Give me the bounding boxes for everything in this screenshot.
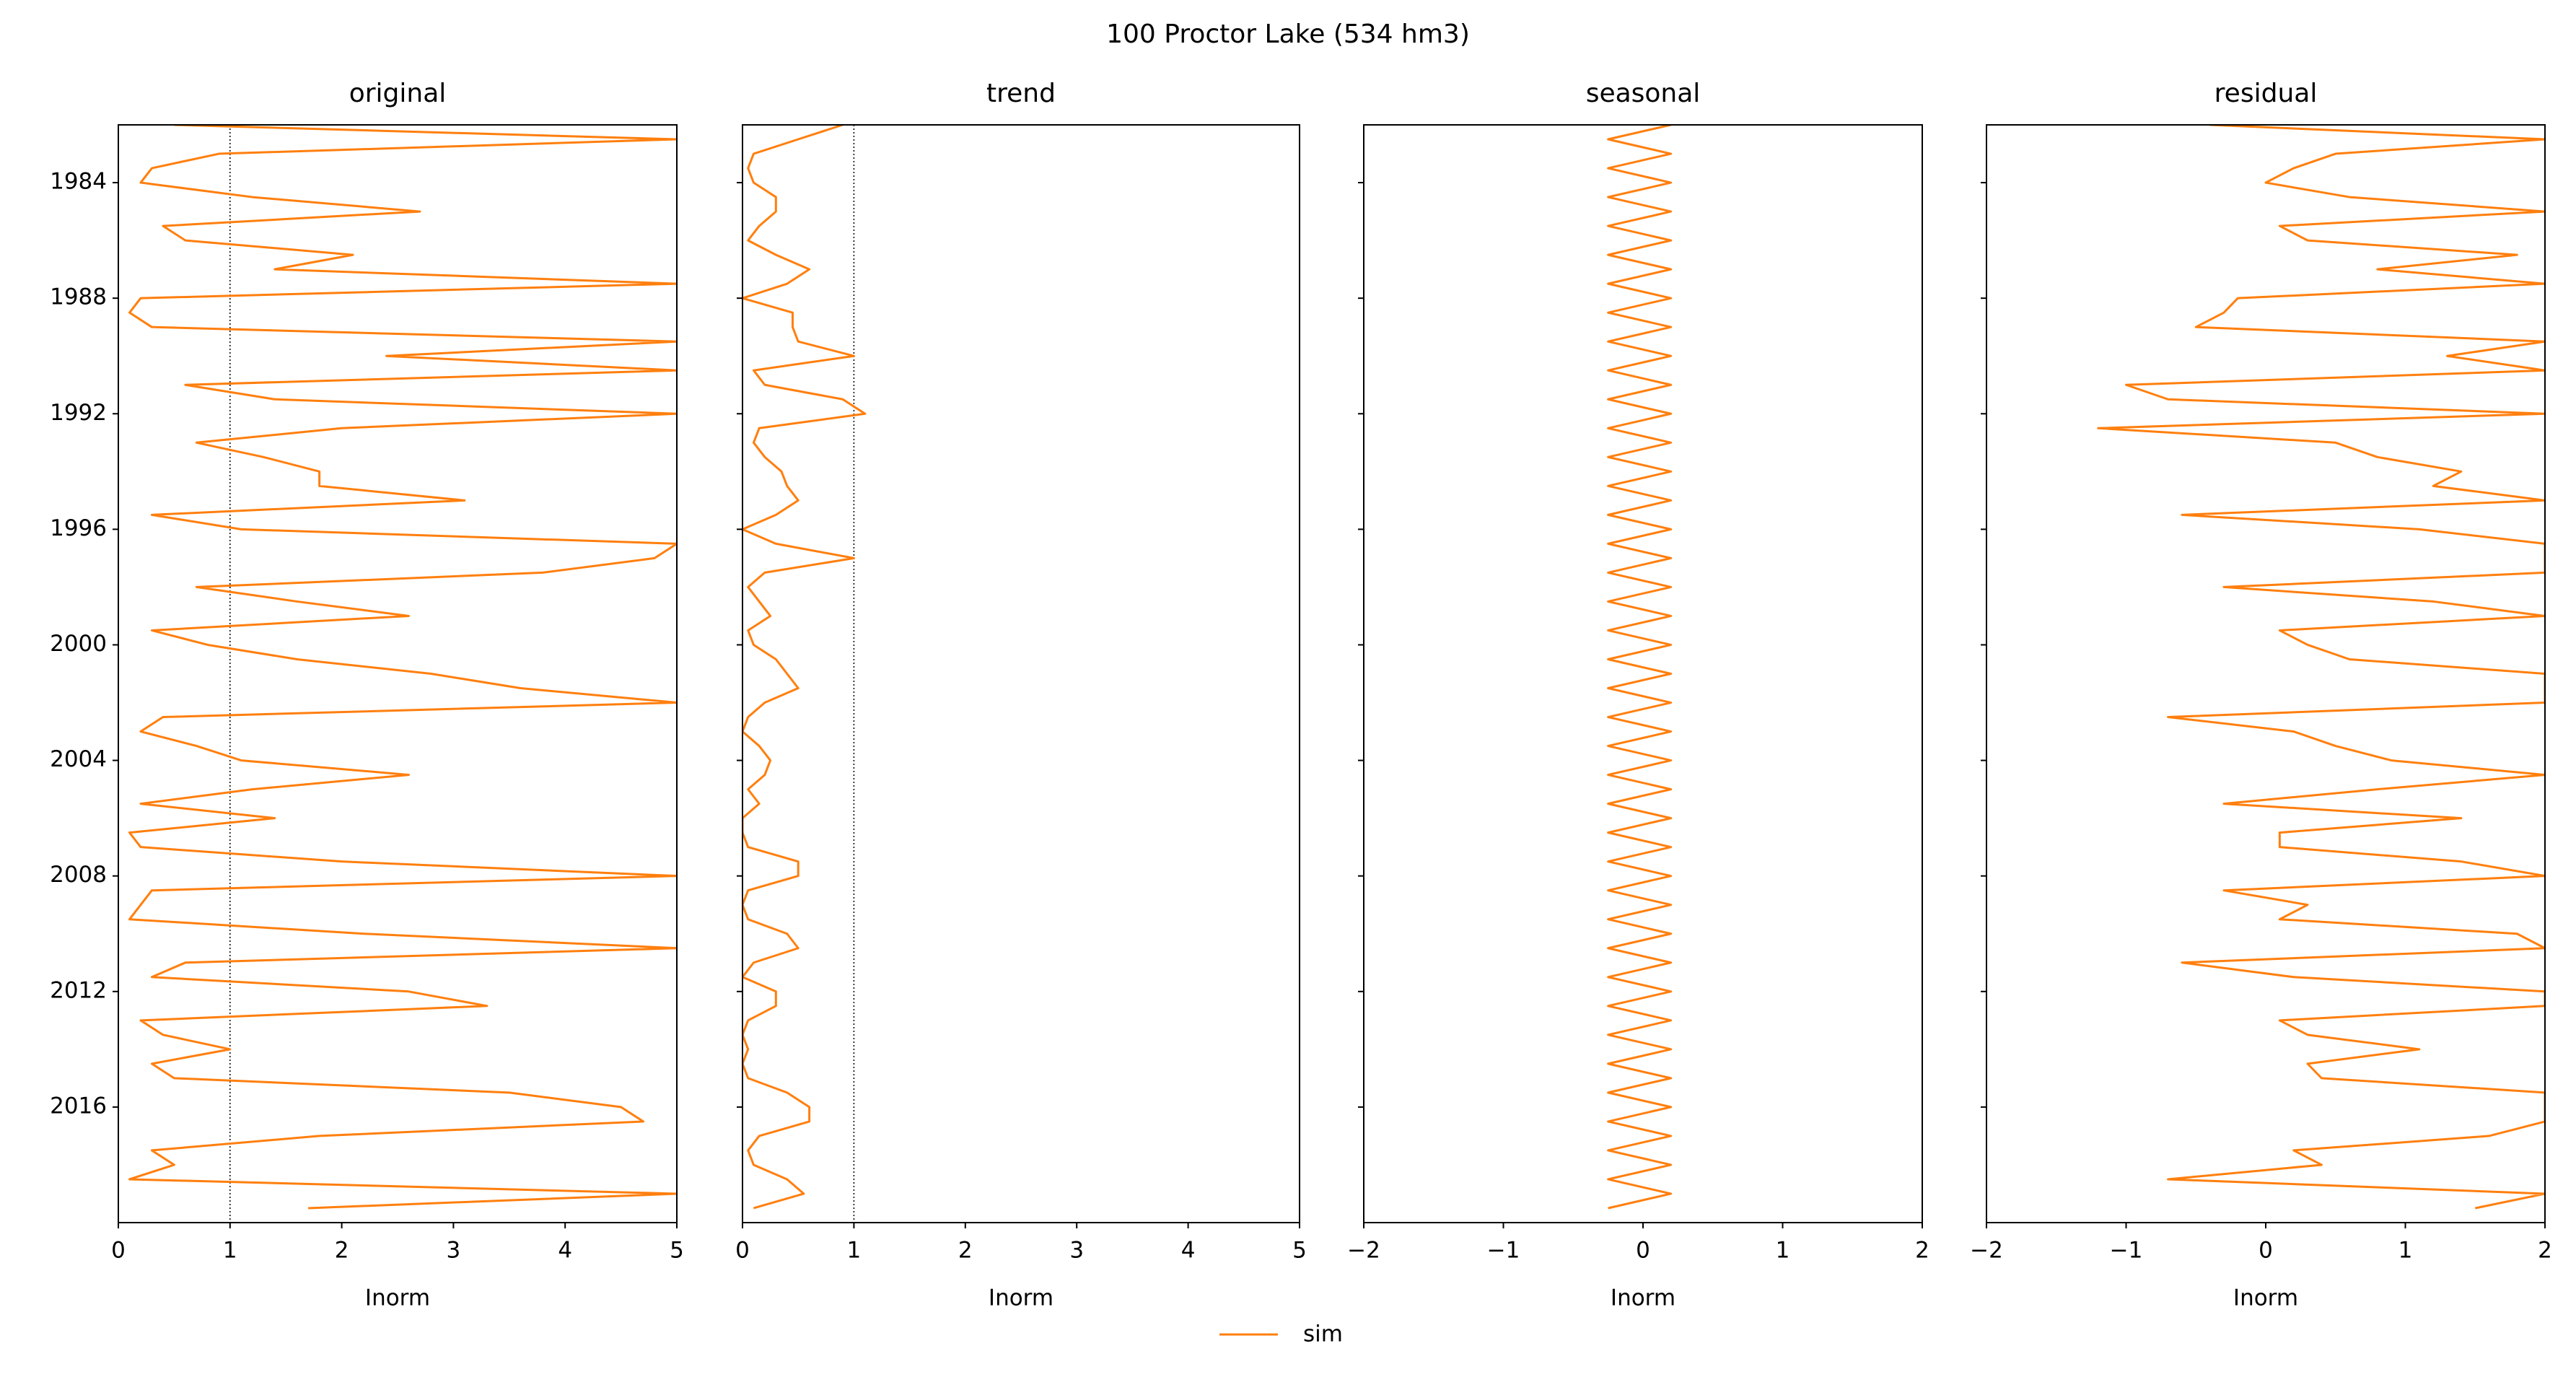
x-tick-label: 0 [2259,1238,2273,1264]
x-tick-label: 2 [2538,1238,2552,1264]
y-tick-label: 1984 [50,169,107,195]
x-tick-label: 5 [670,1238,684,1264]
x-tick-label: 1 [223,1238,237,1264]
series-line [742,125,867,1210]
x-axis-label: Inorm [1611,1285,1675,1311]
series-line [2097,125,2545,1210]
panel-title: residual [2214,79,2318,108]
x-axis-label: Inorm [2233,1285,2298,1311]
x-tick-label: 0 [111,1238,126,1264]
x-axis-label: Inorm [365,1285,430,1311]
axes-frame [118,124,678,1223]
x-tick-label: 1 [847,1238,862,1264]
x-tick-label: 0 [1636,1238,1650,1264]
x-tick-label: −2 [1970,1238,2003,1264]
x-tick-label: 4 [1181,1238,1196,1264]
panel-title: seasonal [1586,79,1701,108]
axes-frame [742,124,1300,1223]
y-tick-label: 1988 [50,284,107,310]
x-tick-label: 4 [558,1238,572,1264]
x-tick-label: 2 [958,1238,973,1264]
y-tick-label: 2008 [50,862,107,888]
y-tick-label: 2012 [50,977,107,1003]
x-tick-label: 1 [2398,1238,2413,1264]
series-line [1607,125,1673,1210]
panel-title: original [349,79,447,108]
x-tick-label: 3 [447,1238,461,1264]
y-tick-label: 2000 [50,631,107,657]
x-tick-label: 0 [735,1238,750,1264]
axes-frame [1986,124,2546,1223]
x-tick-label: −2 [1347,1238,1380,1264]
x-tick-label: 5 [1292,1238,1307,1264]
x-tick-label: 2 [1915,1238,1929,1264]
y-tick-label: 2004 [50,746,107,772]
figure-title: 100 Proctor Lake (534 hm3) [1106,19,1470,49]
series-line [128,125,677,1210]
x-tick-label: 2 [335,1238,349,1264]
x-tick-label: 1 [1776,1238,1790,1264]
x-tick-label: −1 [2110,1238,2143,1264]
x-tick-label: 3 [1069,1238,1084,1264]
legend-label: sim [1303,1321,1343,1347]
panel-title: trend [986,79,1056,108]
y-tick-label: 1996 [50,515,107,541]
x-tick-label: −1 [1487,1238,1520,1264]
y-tick-label: 1992 [50,400,107,426]
y-tick-label: 2016 [50,1093,107,1119]
x-axis-label: Inorm [989,1285,1053,1311]
axes-frame [1363,124,1923,1223]
